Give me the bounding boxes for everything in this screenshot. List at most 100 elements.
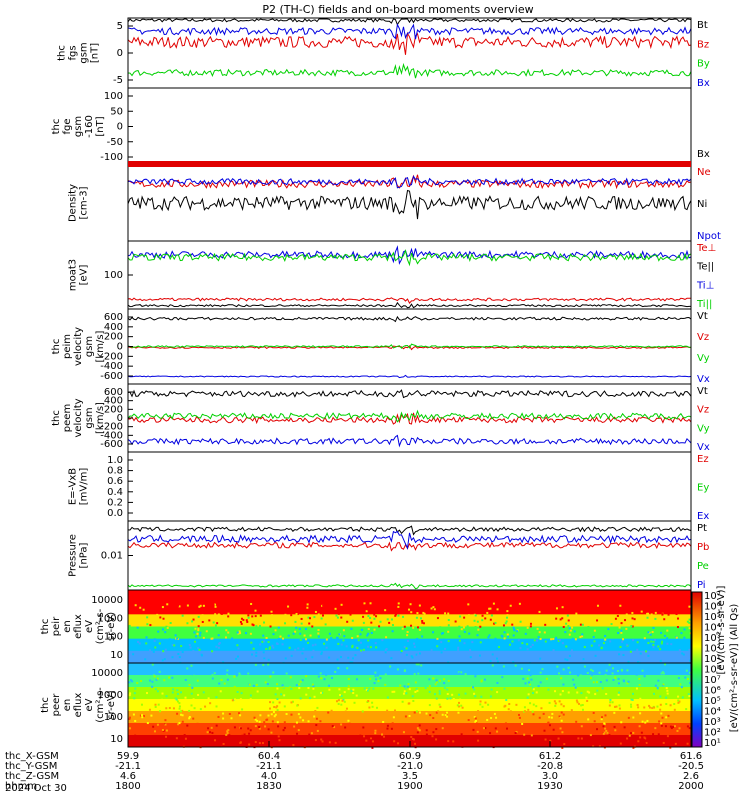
spectrogram-pixel — [422, 611, 425, 614]
spectrogram-pixel — [262, 634, 265, 637]
spectrogram-pixel — [381, 601, 384, 604]
spectrogram-pixel — [510, 600, 513, 603]
spectrogram-pixel — [372, 687, 375, 690]
spectrogram-pixel — [181, 614, 184, 617]
spectrogram-pixel — [482, 654, 485, 657]
spectrogram-pixel — [631, 698, 634, 701]
spectrogram-pixel — [417, 626, 420, 629]
spectrogram-pixel — [215, 724, 218, 727]
spectrogram-pixel — [555, 607, 558, 610]
y-tick-label: 0 — [117, 342, 123, 353]
spectrogram-pixel — [344, 726, 347, 729]
spectrogram-pixel — [567, 619, 570, 622]
spectrogram-pixel — [604, 727, 607, 730]
spectrogram-pixel — [496, 681, 499, 684]
spectrogram-pixel — [321, 614, 324, 617]
spectrogram-pixel — [589, 734, 592, 737]
spectrogram-pixel — [564, 631, 567, 634]
legend-entry: By — [697, 59, 710, 70]
spectrogram-pixel — [608, 704, 611, 707]
y-axis-label-line: [eV] — [79, 265, 90, 286]
spectrogram-pixel — [347, 656, 350, 659]
spectrogram-pixel — [365, 689, 368, 692]
spectrogram-pixel — [335, 700, 338, 703]
y-tick-label: 100 — [104, 632, 123, 643]
spectrogram-pixel — [308, 733, 311, 736]
spectrogram-pixel — [688, 648, 691, 651]
spectrogram-pixel — [683, 607, 686, 610]
spectrogram-pixel — [559, 618, 562, 621]
spectrogram-pixel — [618, 704, 621, 707]
spectrogram-pixel — [632, 746, 635, 749]
spectrogram-pixel — [660, 642, 663, 645]
spectrogram-pixel — [155, 678, 158, 681]
spectrogram-pixel — [255, 625, 258, 628]
spectrogram-pixel — [330, 636, 333, 639]
spectrogram-pixel — [419, 617, 422, 620]
spectrogram-pixel — [227, 612, 230, 615]
spectrogram-pixel — [312, 685, 315, 688]
spectrogram-pixel — [168, 676, 171, 679]
spectrogram-pixel — [560, 719, 563, 722]
spectrogram-pixel — [416, 637, 419, 640]
spectrogram-pixel — [647, 642, 650, 645]
spectrogram-pixel — [197, 693, 200, 696]
spectrogram-pixel — [227, 596, 230, 599]
spectrogram-pixel — [317, 594, 320, 597]
spectrogram-pixel — [178, 705, 181, 708]
spectrogram-pixel — [557, 639, 560, 642]
spectrogram-pixel — [274, 693, 277, 696]
spectrogram-pixel — [503, 631, 506, 634]
spectrogram-pixel — [408, 714, 411, 717]
spectrogram-pixel — [154, 705, 157, 708]
spectrogram-pixel — [254, 725, 257, 728]
spectrogram-pixel — [634, 602, 637, 605]
spectrogram-pixel — [548, 724, 551, 727]
spectrogram-pixel — [335, 614, 338, 617]
spectrogram-pixel — [435, 711, 438, 714]
spectrogram-pixel — [184, 679, 187, 682]
spectrogram-pixel — [629, 703, 632, 706]
spectrogram-pixel — [557, 737, 560, 740]
spectrogram-pixel — [547, 666, 550, 669]
spectrogram-pixel — [190, 692, 193, 695]
spectrogram-pixel — [265, 636, 268, 639]
spectrogram-pixel — [473, 692, 476, 695]
spectrogram-pixel — [343, 700, 346, 703]
spectrogram-pixel — [592, 711, 595, 714]
spectrogram-pixel — [178, 605, 181, 608]
spectrogram-pixel — [391, 722, 394, 725]
legend-entry: Vz — [697, 405, 709, 416]
x-row-value: 1900 — [397, 781, 422, 792]
spectrogram-pixel — [339, 655, 342, 658]
spectrogram-pixel — [605, 692, 608, 695]
spectrogram-pixel — [399, 684, 402, 687]
spectrogram-pixel — [263, 659, 266, 662]
spectrogram-pixel — [541, 668, 544, 671]
spectrogram-pixel — [299, 659, 302, 662]
spectrogram-pixel — [579, 674, 582, 677]
spectrogram-pixel — [547, 672, 550, 675]
spectrogram-pixel — [299, 638, 302, 641]
spectrogram-pixel — [175, 659, 178, 662]
spectrogram-pixel — [255, 651, 258, 654]
spectrogram-pixel — [625, 643, 628, 646]
spectrogram-pixel — [639, 668, 642, 671]
spectrogram-pixel — [651, 707, 654, 710]
spectrogram-pixel — [194, 658, 197, 661]
spectrogram-pixel — [226, 730, 229, 733]
spectrogram-pixel — [681, 696, 684, 699]
spectrogram-pixel — [154, 688, 157, 691]
spectrogram-pixel — [276, 721, 279, 724]
spectrogram-pixel — [370, 621, 373, 624]
spectrogram-pixel — [632, 716, 635, 719]
spectrogram-pixel — [434, 683, 437, 686]
spectrogram-pixel — [652, 646, 655, 649]
y-axis-label-line: velocity — [73, 327, 84, 366]
y-axis-label-line: thc — [51, 410, 62, 426]
spectrogram-pixel — [561, 642, 564, 645]
spectrogram-pixel — [523, 733, 526, 736]
x-row-value: -20.5 — [678, 761, 704, 772]
spectrogram-pixel — [225, 629, 228, 632]
spectrogram-pixel — [430, 671, 433, 674]
